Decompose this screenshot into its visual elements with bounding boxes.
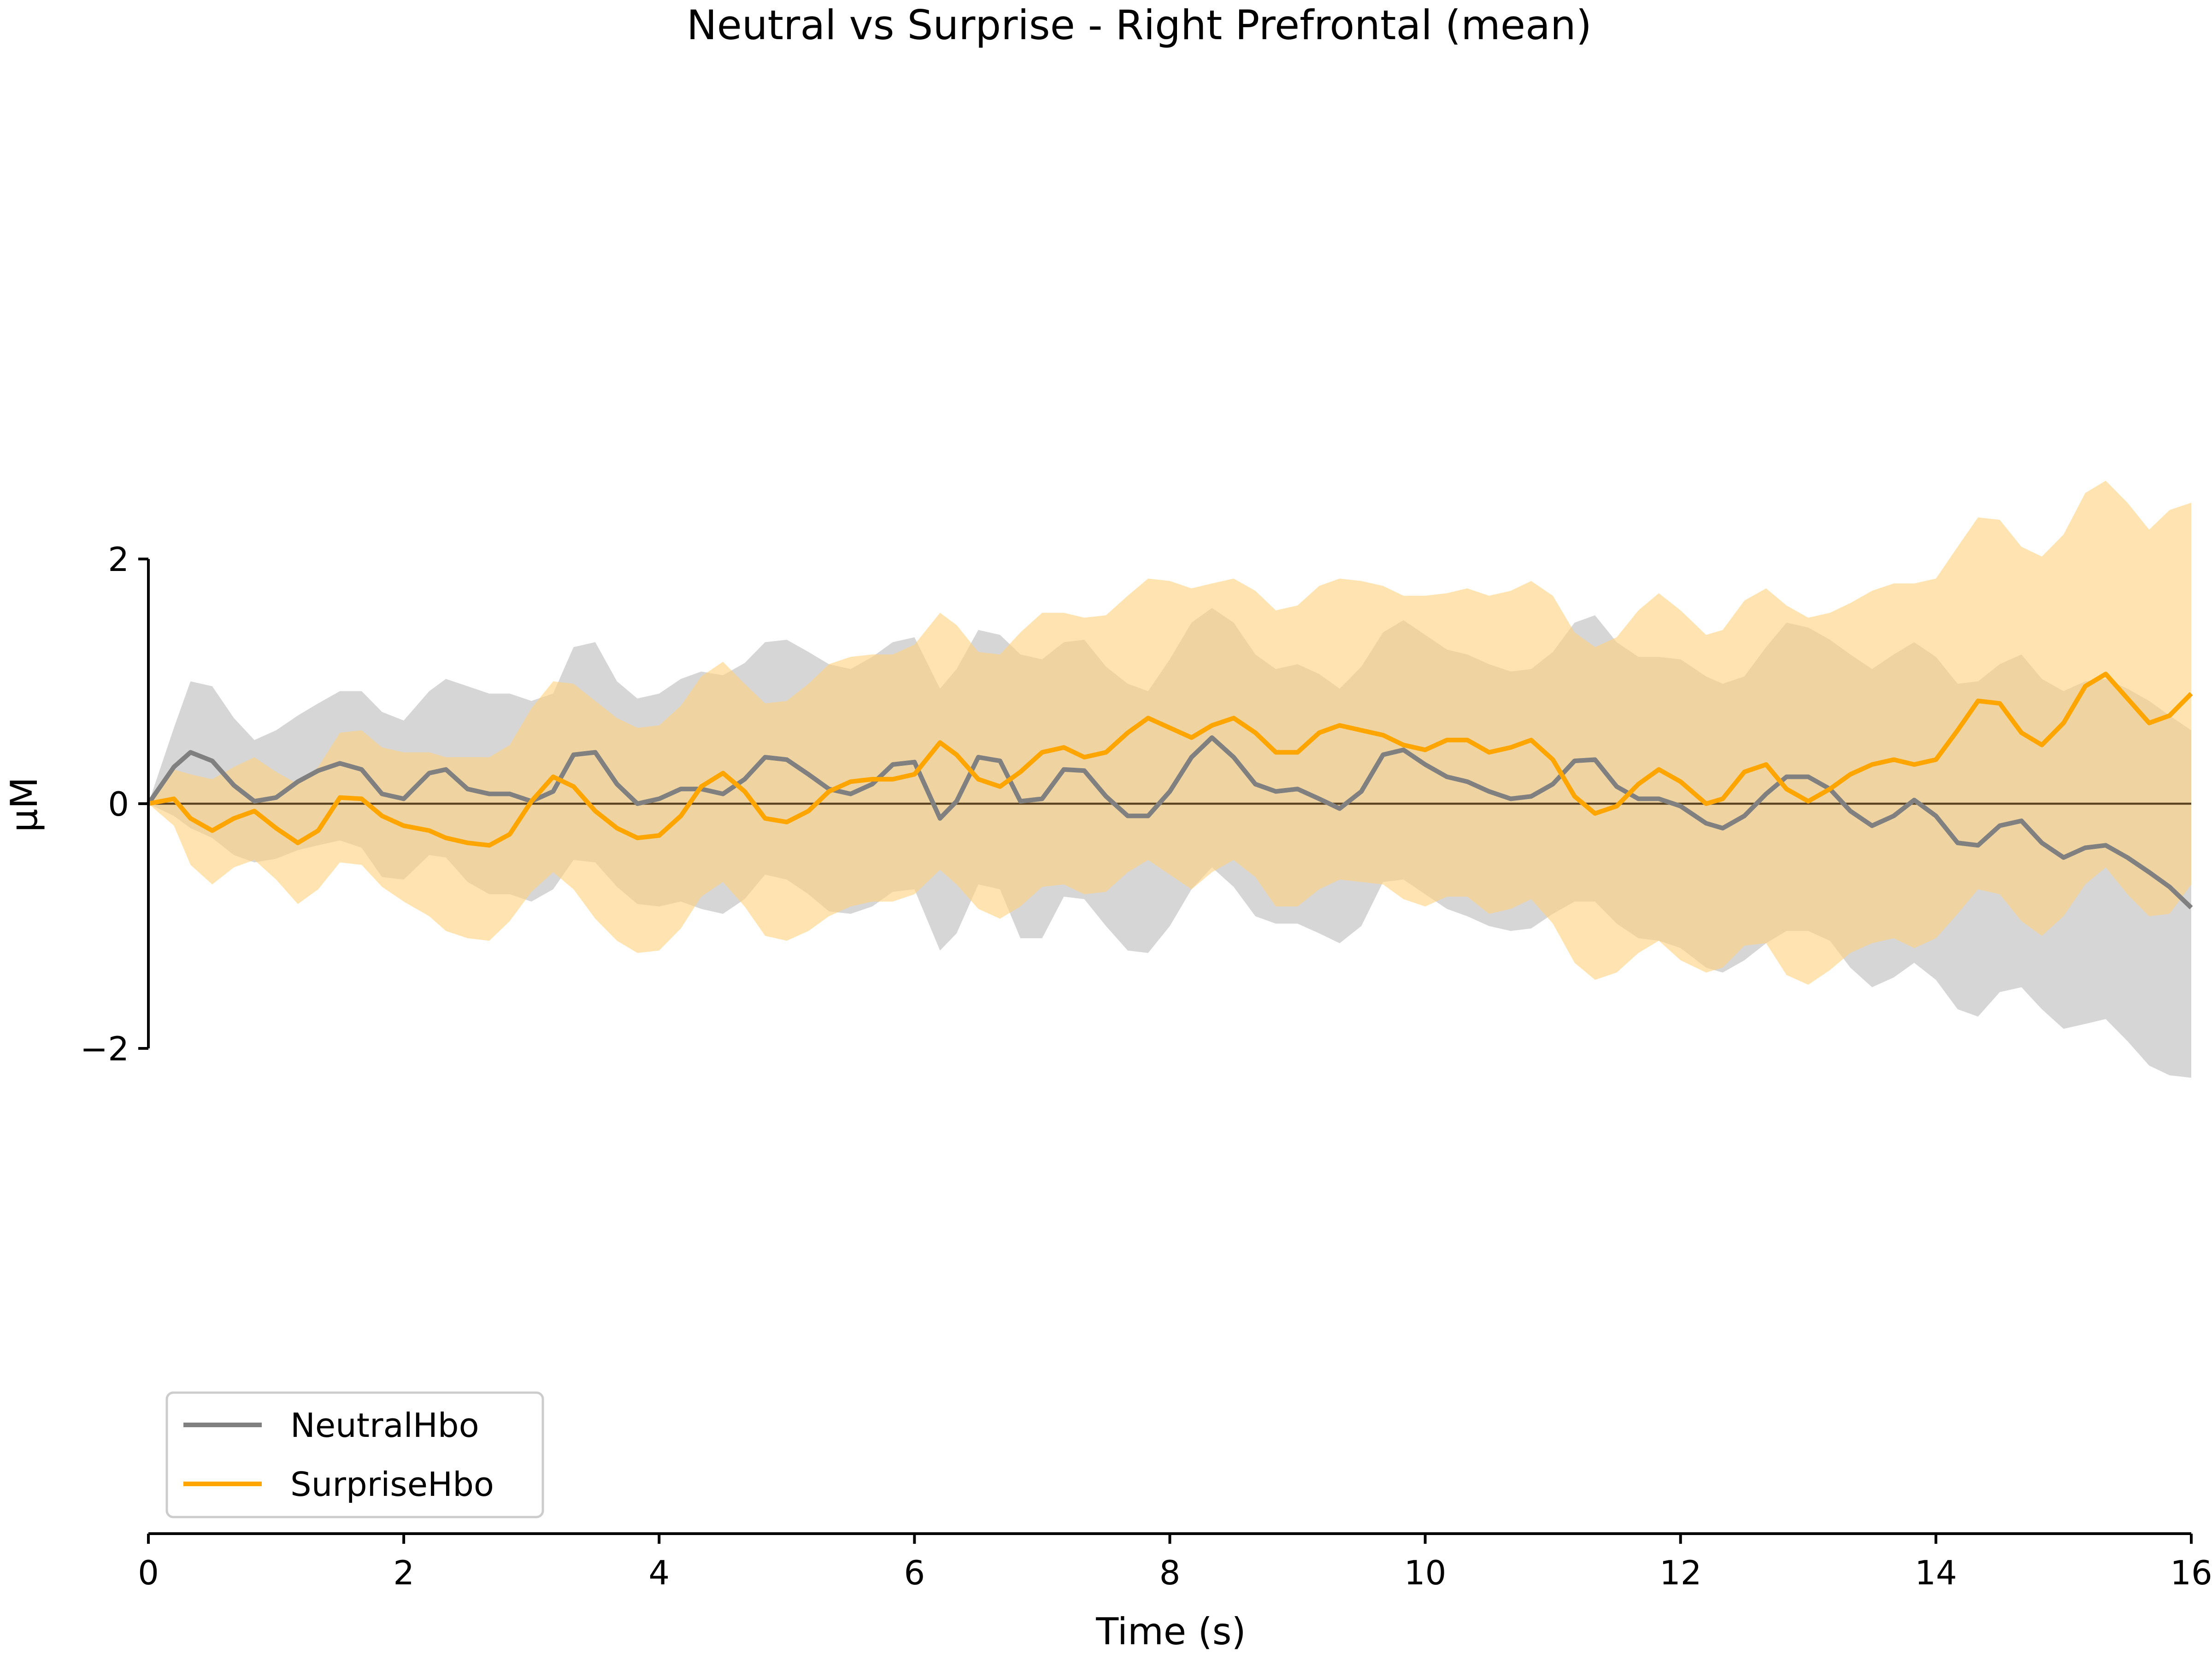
chart-title: Neutral vs Surprise - Right Prefrontal (… xyxy=(687,1,1592,49)
y-tick-label: 0 xyxy=(108,785,129,824)
line-surprisehbo xyxy=(148,671,2193,848)
y-axis: 2 0 −2 xyxy=(80,540,150,1068)
confidence-bands xyxy=(148,481,2191,1078)
x-axis: 0 2 4 6 8 10 12 14 16 xyxy=(138,1532,2212,1592)
y-axis-label: µM xyxy=(3,777,46,832)
legend-label-neutralhbo: NeutralHbo xyxy=(290,1406,479,1445)
x-axis-label: Time (s) xyxy=(1095,1610,1246,1653)
x-tick-label: 2 xyxy=(393,1553,414,1592)
series-lines xyxy=(146,671,2193,910)
x-tick-label: 16 xyxy=(2170,1553,2212,1592)
x-tick-label: 12 xyxy=(1659,1553,1702,1592)
y-tick-label: 2 xyxy=(108,540,129,579)
x-tick-label: 10 xyxy=(1404,1553,1447,1592)
x-tick-label: 8 xyxy=(1159,1553,1181,1592)
y-tick-label: −2 xyxy=(80,1030,129,1068)
band-surprisehbo xyxy=(148,481,2191,985)
x-tick-label: 4 xyxy=(648,1553,670,1592)
legend: NeutralHbo SurpriseHbo xyxy=(165,1391,544,1518)
x-tick-label: 14 xyxy=(1915,1553,1957,1592)
line-neutralhbo xyxy=(146,735,2193,910)
x-tick-label: 6 xyxy=(904,1553,925,1592)
legend-label-surprisehbo: SurpriseHbo xyxy=(290,1465,494,1504)
x-tick-label: 0 xyxy=(138,1553,159,1592)
